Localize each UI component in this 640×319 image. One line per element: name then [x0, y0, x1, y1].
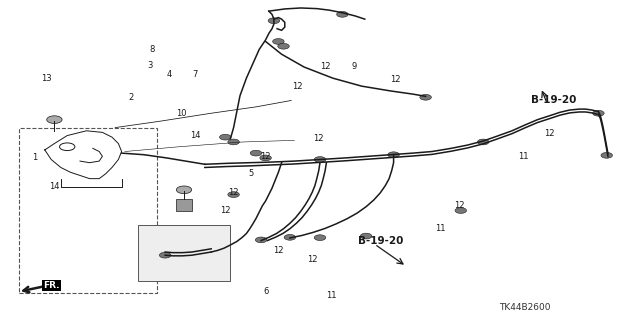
Circle shape: [420, 94, 431, 100]
Circle shape: [284, 234, 296, 240]
Text: 8: 8: [150, 45, 155, 54]
Text: TK44B2600: TK44B2600: [499, 303, 550, 312]
Circle shape: [314, 235, 326, 241]
Bar: [138, 225, 230, 281]
Text: 3: 3: [148, 61, 153, 70]
Circle shape: [250, 150, 262, 156]
Text: 12: 12: [390, 75, 401, 84]
Text: 13: 13: [41, 74, 51, 83]
Circle shape: [273, 39, 284, 44]
Circle shape: [360, 233, 372, 239]
Bar: [19, 128, 157, 293]
Text: 4: 4: [167, 70, 172, 79]
Text: 6: 6: [263, 287, 268, 296]
Text: 12: 12: [228, 189, 239, 197]
Text: 11: 11: [326, 291, 337, 300]
Text: 7: 7: [193, 70, 198, 79]
Circle shape: [455, 208, 467, 213]
Text: 10: 10: [176, 109, 186, 118]
Circle shape: [314, 157, 326, 162]
Circle shape: [220, 134, 231, 140]
Text: 2: 2: [129, 93, 134, 102]
Circle shape: [228, 192, 239, 197]
Text: 12: 12: [273, 246, 284, 255]
Text: B-19-20: B-19-20: [531, 95, 576, 106]
Circle shape: [177, 186, 192, 194]
Circle shape: [388, 152, 399, 158]
Circle shape: [268, 18, 280, 24]
Circle shape: [159, 252, 171, 258]
Circle shape: [260, 155, 271, 161]
Text: 1: 1: [33, 153, 38, 162]
Text: 12: 12: [307, 256, 317, 264]
Circle shape: [593, 110, 604, 116]
Text: 14: 14: [49, 182, 60, 191]
Text: 11: 11: [435, 224, 445, 233]
Text: 12: 12: [313, 134, 323, 143]
Circle shape: [278, 43, 289, 49]
Text: B-19-20: B-19-20: [358, 236, 403, 246]
Text: 12: 12: [292, 82, 303, 91]
Circle shape: [228, 139, 239, 145]
Bar: [176, 199, 192, 211]
Circle shape: [337, 11, 348, 17]
Text: 12: 12: [454, 201, 465, 210]
Text: 12: 12: [544, 130, 554, 138]
Circle shape: [47, 116, 62, 123]
Text: 9: 9: [351, 63, 356, 71]
Circle shape: [601, 152, 612, 158]
Text: 5: 5: [248, 169, 253, 178]
Circle shape: [255, 237, 267, 243]
Circle shape: [477, 139, 489, 145]
Text: 12: 12: [220, 206, 230, 215]
Text: 14: 14: [190, 131, 200, 140]
Text: 12: 12: [320, 63, 330, 71]
Text: 11: 11: [518, 152, 529, 161]
Text: FR.: FR.: [44, 281, 60, 290]
Text: 12: 12: [260, 152, 271, 161]
